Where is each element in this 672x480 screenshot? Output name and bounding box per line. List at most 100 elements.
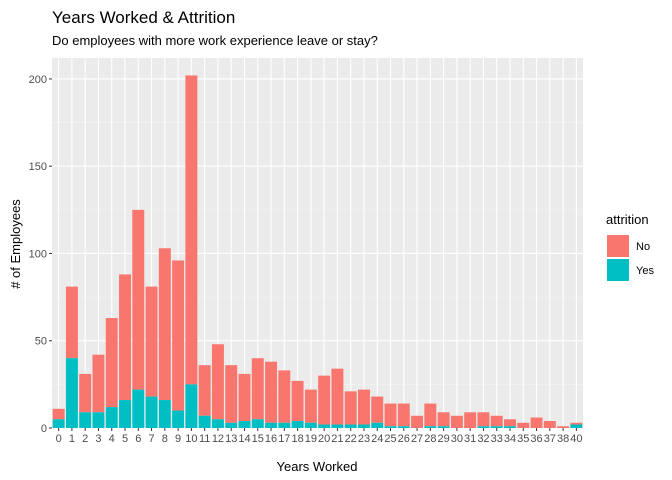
bar-yes <box>92 412 105 428</box>
bar-no <box>424 403 437 427</box>
x-tick-label: 16 <box>265 433 277 445</box>
bar-yes <box>105 407 118 428</box>
x-tick-label: 23 <box>358 433 370 445</box>
x-tick-label: 0 <box>56 433 62 445</box>
x-tick-label: 25 <box>384 433 396 445</box>
bar-yes <box>291 421 304 428</box>
bar-no <box>105 318 118 408</box>
bar-yes <box>185 384 198 428</box>
bar-no <box>477 412 490 427</box>
legend-key-yes <box>607 259 629 281</box>
x-tick-label: 11 <box>199 433 210 445</box>
x-tick-label: 29 <box>437 433 449 445</box>
x-tick-label: 34 <box>504 433 516 445</box>
x-tick-label: 14 <box>238 433 250 445</box>
bar-yes <box>371 422 384 428</box>
bar-yes <box>490 426 503 428</box>
bar-no <box>557 426 570 428</box>
bar-yes <box>397 426 410 428</box>
bar-yes <box>238 421 251 428</box>
y-tick-label: 200 <box>29 74 47 86</box>
x-tick-label: 35 <box>517 433 529 445</box>
x-tick-label: 28 <box>424 433 436 445</box>
bar-yes <box>504 426 516 428</box>
x-tick-label: 6 <box>135 433 141 445</box>
bar-no <box>158 248 171 401</box>
x-tick-label: 5 <box>122 433 128 445</box>
legend-label: No <box>636 241 650 253</box>
bar-no <box>411 415 424 428</box>
legend-label: Yes <box>636 265 654 277</box>
bar-yes <box>318 424 331 428</box>
bar-yes <box>331 424 344 428</box>
x-tick-label: 26 <box>398 433 410 445</box>
bar-yes <box>477 426 490 428</box>
bar-no <box>265 361 278 423</box>
bar-yes <box>119 400 131 428</box>
bar-no <box>331 368 344 425</box>
x-tick-label: 13 <box>225 433 237 445</box>
x-tick-label: 7 <box>149 433 155 445</box>
bar-no <box>119 274 131 401</box>
bar-no <box>52 408 65 420</box>
x-tick-label: 27 <box>411 433 423 445</box>
chart-subtitle: Do employees with more work experience l… <box>52 33 378 48</box>
bar-no <box>371 396 384 423</box>
x-tick-label: 30 <box>451 433 463 445</box>
bar-no <box>79 373 92 413</box>
x-tick-label: 32 <box>477 433 489 445</box>
bar-no <box>185 75 198 385</box>
bar-yes <box>437 426 450 428</box>
x-tick-label: 40 <box>570 433 582 445</box>
bar-yes <box>52 419 65 428</box>
y-tick-label: 150 <box>29 161 47 173</box>
bar-yes <box>265 422 278 428</box>
bar-no <box>92 354 105 413</box>
x-tick-label: 8 <box>162 433 168 445</box>
bar-yes <box>344 424 357 428</box>
bar-yes <box>145 396 158 428</box>
bar-no <box>464 412 477 428</box>
y-tick-label: 100 <box>29 248 47 260</box>
bar-yes <box>158 400 171 428</box>
x-tick-label: 31 <box>464 433 476 445</box>
x-axis: 0 1 2 3 4 5 6 7 8 9 10 11 12 13 14 15 16 17 18 19 20 21 22 23 24… <box>56 428 582 445</box>
x-tick-label: 12 <box>212 433 224 445</box>
bar-no <box>304 389 317 423</box>
y-axis-title: # of Employees <box>8 199 23 289</box>
bar-yes <box>357 424 370 428</box>
legend: attrition No Yes <box>606 212 654 281</box>
bar-yes <box>251 419 264 428</box>
bar-yes <box>132 389 145 428</box>
bar-yes <box>225 422 238 428</box>
x-tick-label: 22 <box>345 433 357 445</box>
bar-yes <box>304 422 317 428</box>
bar-no <box>530 417 543 428</box>
bar-yes <box>65 358 78 428</box>
bar-no <box>65 286 78 359</box>
bar-yes <box>570 424 583 428</box>
bar-no <box>198 365 211 416</box>
x-tick-label: 10 <box>185 433 197 445</box>
bar-yes <box>198 415 211 428</box>
x-tick-label: 36 <box>530 433 542 445</box>
bar-no <box>490 415 503 427</box>
x-tick-label: 20 <box>318 433 330 445</box>
bar-no <box>517 422 530 428</box>
x-tick-label: 15 <box>252 433 264 445</box>
x-tick-label: 18 <box>291 433 303 445</box>
bar-no <box>504 419 516 427</box>
bar-yes <box>79 412 92 428</box>
bar-no <box>291 380 304 422</box>
bar-no <box>225 365 238 423</box>
bar-no <box>172 260 185 411</box>
y-tick-label: 50 <box>35 336 47 348</box>
x-tick-label: 38 <box>557 433 569 445</box>
bar-yes <box>384 426 397 428</box>
x-tick-label: 1 <box>69 433 75 445</box>
bar-no <box>145 286 158 397</box>
bar-no <box>132 209 145 390</box>
bar-no <box>384 403 397 427</box>
x-tick-label: 33 <box>491 433 503 445</box>
